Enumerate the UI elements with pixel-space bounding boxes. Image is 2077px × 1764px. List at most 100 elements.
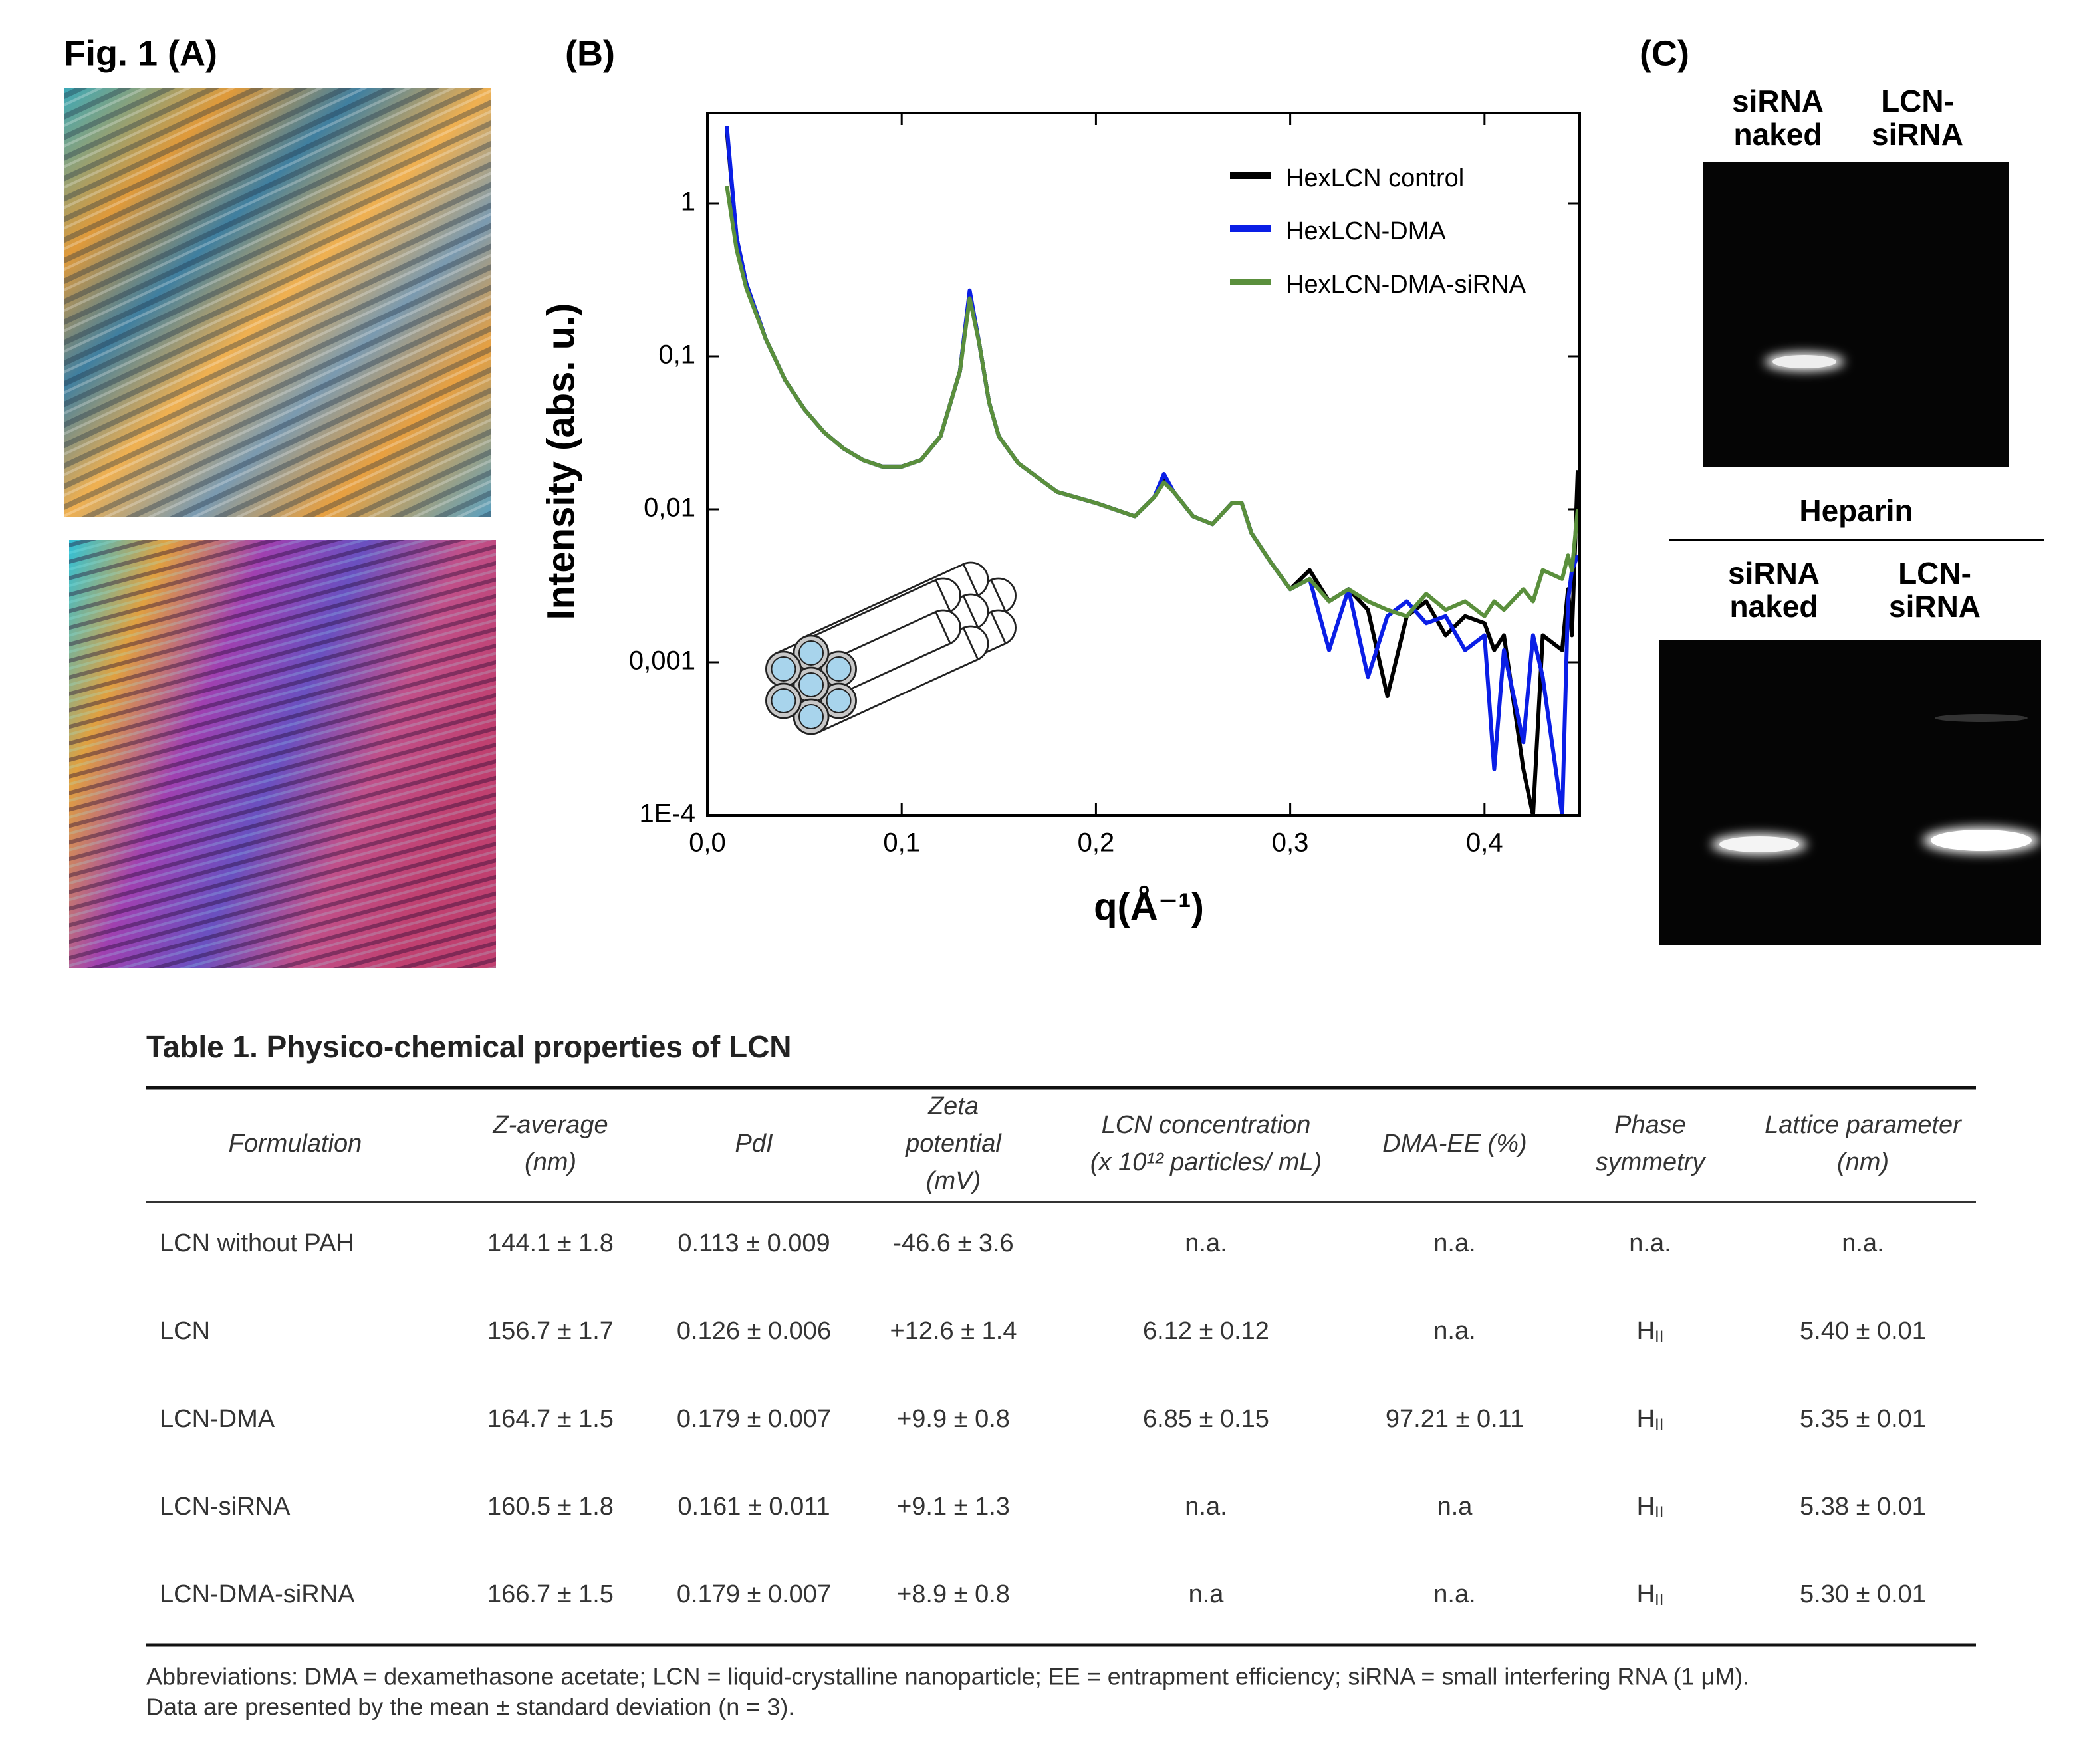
- cell: 164.7 ± 1.5: [487, 1405, 614, 1433]
- cell: 0.113 ± 0.009: [677, 1229, 830, 1257]
- cell: n.a.: [1185, 1229, 1227, 1257]
- x-tick-label: 0,2: [1078, 828, 1115, 858]
- table: Table 1. Physico-chemical properties of …: [146, 1029, 1976, 1721]
- cell: HII: [1637, 1493, 1664, 1521]
- lane-label: naked: [1730, 589, 1818, 624]
- cell: LCN-DMA: [160, 1405, 275, 1433]
- gel-top: [1703, 162, 2009, 467]
- footnote: Data are presented by the mean ± standar…: [146, 1694, 794, 1721]
- cell: n.a.: [1842, 1229, 1884, 1257]
- header-cell: Z-average: [492, 1111, 608, 1139]
- y-tick-label: 0,1: [658, 340, 695, 370]
- cell: -46.6 ± 3.6: [893, 1229, 1013, 1257]
- header-cell: symmetry: [1596, 1148, 1707, 1176]
- figure-label: Fig. 1 (A): [64, 33, 217, 73]
- lane-label: naked: [1734, 117, 1822, 152]
- y-tick-label: 0,01: [644, 493, 695, 523]
- cell: 144.1 ± 1.8: [487, 1229, 614, 1257]
- micrograph-texture: [64, 88, 491, 517]
- cell: 160.5 ± 1.8: [487, 1493, 614, 1521]
- cell-sub: II: [1655, 1591, 1663, 1609]
- legend-label: HexLCN-DMA-siRNA: [1286, 271, 1527, 299]
- header-cell: Formulation: [229, 1130, 362, 1158]
- cell: 0.179 ± 0.007: [677, 1580, 831, 1608]
- cell: HII: [1637, 1405, 1664, 1434]
- tube-core: [826, 688, 852, 713]
- cell: 0.179 ± 0.007: [677, 1405, 831, 1433]
- cell: n.a.: [1629, 1229, 1671, 1257]
- header-cell: (x 10¹² particles/ mL): [1090, 1148, 1322, 1176]
- cell-main: H: [1637, 1317, 1655, 1345]
- tube-core: [798, 640, 824, 666]
- cell: 6.85 ± 0.15: [1143, 1405, 1269, 1433]
- footnote: Abbreviations: DMA = dexamethasone aceta…: [146, 1663, 1749, 1690]
- cell: LCN-DMA-siRNA: [160, 1580, 355, 1608]
- x-tick-label: 0,4: [1466, 828, 1503, 858]
- header-cell: DMA-EE (%): [1382, 1130, 1527, 1158]
- lane-label: LCN-: [1898, 556, 1971, 590]
- cell-sub: II: [1655, 1503, 1663, 1521]
- x-axis-title: q(Å⁻¹): [1094, 885, 1204, 928]
- legend-label: HexLCN-DMA: [1286, 217, 1446, 245]
- cell: LCN without PAH: [160, 1229, 354, 1257]
- header-cell: (nm): [1837, 1148, 1889, 1176]
- cell: n.a: [1189, 1580, 1225, 1608]
- tube-core: [798, 704, 824, 729]
- table-title: Table 1. Physico-chemical properties of …: [146, 1029, 792, 1064]
- micrograph-texture: [69, 540, 496, 968]
- cell-main: H: [1637, 1580, 1655, 1608]
- cell: HII: [1637, 1580, 1664, 1609]
- header-cell: Phase: [1614, 1111, 1686, 1139]
- header-cell: potential: [905, 1130, 1002, 1158]
- y-tick-label: 0,001: [629, 646, 695, 676]
- saxs-chart: 1E-4 0,001 0,01 0,1 1 0,0 0,1 0,2 0,3 0,4 HexLCN c…: [539, 112, 1581, 928]
- cell: n.a: [1437, 1493, 1473, 1521]
- cell: 156.7 ± 1.7: [487, 1317, 614, 1345]
- y-tick-label: 1: [681, 188, 695, 217]
- header-cell: (mV): [926, 1167, 981, 1195]
- cell: +9.1 ± 1.3: [897, 1493, 1010, 1521]
- y-tick-label: 1E-4: [640, 799, 696, 828]
- cell: 5.38 ± 0.01: [1800, 1493, 1926, 1521]
- gel-faint-band: [1935, 714, 2028, 722]
- cell: 6.12 ± 0.12: [1143, 1317, 1269, 1345]
- cell: n.a.: [1433, 1580, 1475, 1608]
- cell: n.a.: [1185, 1493, 1227, 1521]
- cell: 0.126 ± 0.006: [677, 1317, 831, 1345]
- gel-band: [1931, 830, 2032, 851]
- cell: HII: [1637, 1317, 1664, 1346]
- cell: +12.6 ± 1.4: [890, 1317, 1017, 1345]
- gel-band: [1719, 836, 1799, 852]
- lane-label: LCN-: [1881, 84, 1954, 118]
- cell: 97.21 ± 0.11: [1386, 1405, 1524, 1433]
- tube-core: [826, 656, 852, 682]
- cell: +8.9 ± 0.8: [897, 1580, 1010, 1608]
- cell: n.a.: [1433, 1317, 1475, 1345]
- cell: LCN-siRNA: [160, 1493, 291, 1521]
- x-tick-label: 0,1: [883, 828, 920, 858]
- gel-band: [1772, 355, 1836, 368]
- cell: n.a.: [1433, 1229, 1475, 1257]
- lane-label: siRNA: [1732, 84, 1824, 118]
- cell-sub: II: [1655, 1328, 1663, 1346]
- cell: 0.161 ± 0.011: [677, 1493, 830, 1521]
- lane-label: siRNA: [1889, 589, 1981, 624]
- y-axis-title: Intensity (abs. u.): [539, 303, 582, 620]
- panel-label: (B): [565, 33, 615, 73]
- tube-core: [798, 672, 824, 697]
- gel-labels: siRNAnakedLCN-siRNAHeparinsiRNAnakedLCN-…: [1728, 84, 1981, 624]
- cell: 5.35 ± 0.01: [1800, 1405, 1926, 1433]
- cell: 5.40 ± 0.01: [1800, 1317, 1926, 1345]
- cell-main: H: [1637, 1405, 1655, 1433]
- header-cell: Lattice parameter: [1765, 1111, 1962, 1139]
- header-cell: Zeta: [927, 1092, 979, 1120]
- data-line: [725, 186, 1580, 618]
- cell: 5.30 ± 0.01: [1800, 1580, 1926, 1608]
- cell-sub: II: [1655, 1416, 1663, 1434]
- panel-label: (C): [1640, 33, 1689, 73]
- header-cell: (nm): [525, 1148, 576, 1176]
- legend-label: HexLCN control: [1286, 164, 1464, 192]
- x-tick-label: 0,3: [1272, 828, 1309, 858]
- header-cell: PdI: [735, 1130, 773, 1158]
